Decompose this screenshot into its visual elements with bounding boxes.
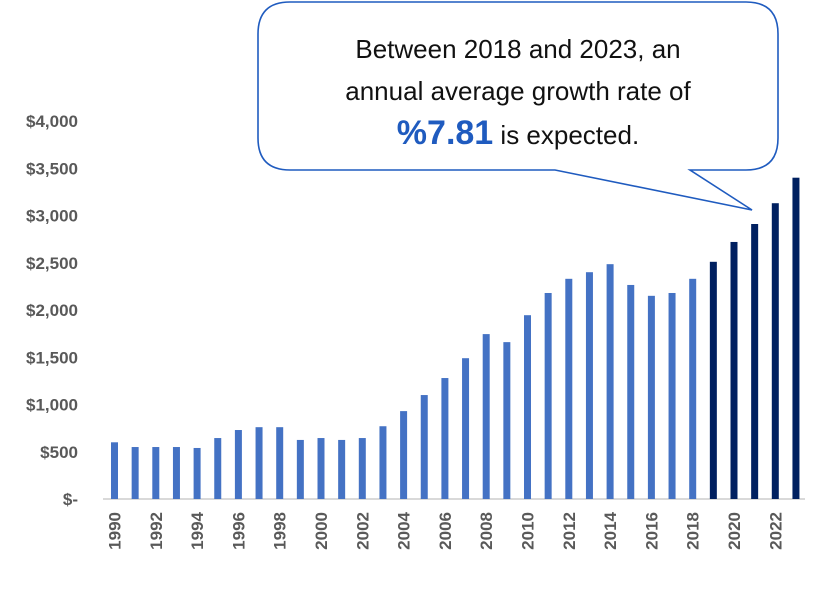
bars	[111, 177, 800, 499]
x-tick-label: 1996	[229, 512, 248, 550]
x-tick-label: 1990	[106, 512, 125, 550]
x-tick-label: 2010	[519, 512, 538, 550]
x-tick-label: 2014	[601, 511, 620, 549]
bar-1990	[111, 442, 118, 499]
bar-2015	[627, 284, 635, 499]
bar-2014	[606, 264, 614, 499]
bar-2016	[647, 295, 655, 499]
bar-1998	[276, 427, 284, 499]
y-tick-label: $2,500	[26, 254, 78, 273]
x-tick-label: 1992	[147, 512, 166, 550]
x-tick-label: 2012	[560, 512, 579, 550]
bar-2009	[503, 342, 511, 499]
bar-1995	[214, 438, 222, 499]
y-tick-label: $1,500	[26, 348, 78, 367]
bar-2002	[358, 438, 366, 499]
x-tick-label: 2006	[436, 512, 455, 550]
x-tick-label: 2020	[725, 512, 744, 550]
x-tick-label: 2016	[642, 512, 661, 550]
y-tick-label: $3,000	[26, 207, 78, 226]
y-tick-label: $1,000	[26, 396, 78, 415]
bar-2022	[771, 203, 779, 499]
bar-2005	[420, 395, 428, 499]
bar-2021	[751, 224, 759, 499]
y-axis: $- $500 $1,000 $1,500 $2,000 $2,500 $3,000 $3,5…	[26, 112, 78, 509]
bar-2004	[400, 411, 408, 499]
bar-2017	[668, 292, 676, 499]
annotation-line-3: is expected.	[493, 120, 640, 150]
x-tick-label: 2002	[353, 512, 372, 550]
x-tick-label: 2004	[395, 511, 414, 549]
annotation-text: Between 2018 and 2023, an annual average…	[262, 28, 774, 156]
bar-1994	[193, 447, 201, 499]
bar-1993	[172, 447, 180, 499]
annotation-line-1: Between 2018 and 2023, an	[355, 34, 681, 64]
y-tick-label: $2,000	[26, 301, 78, 320]
y-tick-label: $3,500	[26, 159, 78, 178]
bar-2000	[317, 438, 325, 499]
x-tick-label: 2008	[477, 512, 496, 550]
bar-2007	[462, 358, 470, 499]
annotation-callout-bubble	[257, 1, 779, 211]
bar-2020	[730, 241, 738, 499]
x-tick-label: 2000	[312, 512, 331, 550]
annotation-line-2: annual average growth rate of	[345, 76, 691, 106]
bar-2012	[565, 278, 573, 499]
growth-rate-highlight: %7.81	[396, 114, 494, 152]
bar-2023	[792, 177, 800, 499]
bar-2008	[482, 334, 490, 499]
y-tick-label: $4,000	[26, 112, 78, 131]
bar-1999	[296, 439, 304, 499]
x-tick-label: 1998	[271, 512, 290, 550]
x-tick-label: 1994	[188, 511, 207, 549]
bar-1992	[152, 447, 160, 499]
bar-2001	[338, 439, 346, 499]
x-tick-label: 2022	[766, 512, 785, 550]
bar-2010	[524, 315, 531, 499]
bar-2019	[709, 261, 717, 499]
x-axis: 1990 1992 1994 1996 1998 2000 2002 2004 2006 2008…	[106, 511, 786, 549]
bar-1996	[234, 430, 242, 499]
bar-2013	[585, 272, 593, 499]
bar-1991	[131, 447, 139, 499]
bar-2011	[544, 292, 552, 499]
bar-2003	[379, 426, 387, 499]
y-tick-label: $-	[63, 490, 78, 509]
y-tick-label: $500	[40, 443, 78, 462]
x-tick-label: 2018	[684, 512, 703, 550]
bar-2018	[689, 278, 697, 499]
bar-2006	[441, 378, 449, 499]
bar-1997	[255, 427, 263, 499]
